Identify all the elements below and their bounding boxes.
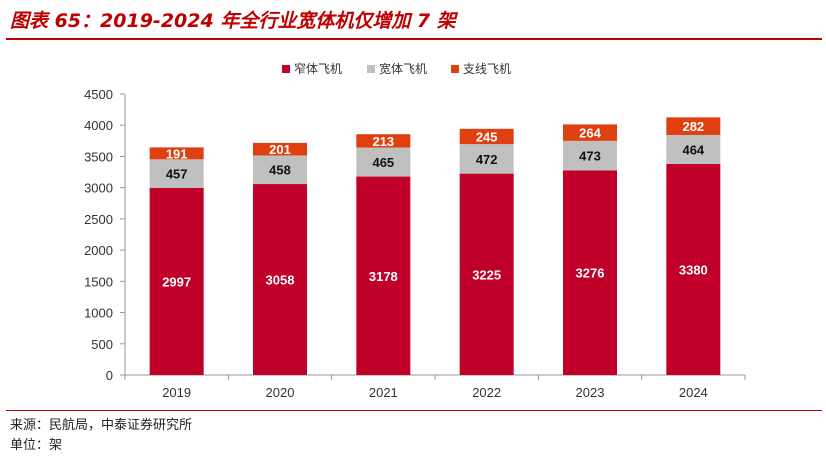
data-label-regional: 245: [476, 129, 498, 144]
y-tick-label: 4000: [84, 118, 113, 133]
y-tick-label: 3500: [84, 149, 113, 164]
y-tick-label: 0: [106, 368, 113, 383]
unit-note: 单位：架: [10, 438, 63, 453]
y-tick-label: 500: [91, 337, 113, 352]
legend-label-regional: 支线飞机: [463, 62, 511, 76]
chart-title: 图表 65：2019-2024 年全行业宽体机仅增加 7 架: [10, 10, 456, 32]
bar-regional-segment: [253, 142, 307, 156]
data-label-narrow: 3058: [266, 273, 295, 288]
legend-label-wide: 宽体飞机: [379, 61, 427, 76]
data-label-wide: 457: [166, 167, 188, 182]
data-label-narrow: 3178: [369, 269, 398, 284]
data-label-narrow: 3225: [472, 267, 501, 282]
y-tick-label: 3000: [84, 181, 113, 196]
y-tick-label: 1500: [84, 274, 113, 289]
y-tick-label: 2000: [84, 243, 113, 258]
data-label-regional: 201: [269, 142, 291, 157]
bar-wide-segment: [563, 140, 617, 171]
bar-wide-segment: [253, 155, 307, 185]
bar-wide-segment: [149, 159, 204, 188]
bar-regional-segment: [666, 117, 721, 135]
bar-narrow-segment: [356, 176, 411, 375]
bar-regional-segment: [459, 128, 514, 145]
bar-regional-segment: [149, 147, 204, 160]
data-label-regional: 191: [166, 146, 188, 161]
legend-swatch-regional: [451, 65, 459, 73]
data-label-wide: 472: [476, 152, 498, 167]
data-label-narrow: 2997: [162, 274, 191, 289]
x-tick-label: 2020: [266, 385, 295, 400]
x-tick-label: 2022: [472, 385, 501, 400]
x-axis: 2019 2020 2021 2022 2023 2024: [124, 374, 746, 400]
bar-narrow-segment: [563, 170, 617, 375]
y-axis: 0 500 1000 1500 2000 2500 3000 3500 4000 4500: [84, 87, 126, 383]
x-tick-label: 2023: [576, 385, 605, 400]
legend-swatch-wide: [367, 65, 375, 73]
y-tick-label: 2500: [84, 212, 113, 227]
stacked-bar-chart: 窄体飞机 宽体飞机 支线飞机 0 500 1000 1500 2000 2500 3000 350…: [84, 61, 746, 400]
source-note: 来源：民航局，中泰证券研究所: [10, 418, 193, 433]
x-tick-label: 2021: [369, 385, 398, 400]
bar-narrow-segment: [253, 184, 307, 375]
bar-narrow-segment: [149, 187, 204, 375]
bar-narrow-segment: [666, 163, 721, 375]
y-tick-label: 4500: [84, 87, 113, 102]
data-label-wide: 464: [682, 142, 704, 157]
bar-regional-segment: [356, 134, 411, 148]
bar-narrow-segment: [459, 173, 514, 375]
data-label-narrow: 3380: [679, 262, 708, 277]
legend: 窄体飞机 宽体飞机 支线飞机: [282, 61, 511, 76]
data-label-regional: 264: [579, 126, 601, 141]
legend-label-narrow: 窄体飞机: [294, 61, 342, 76]
data-label-wide: 458: [269, 163, 291, 178]
legend-swatch-narrow: [282, 65, 290, 73]
x-tick-label: 2019: [162, 385, 191, 400]
title-divider: [6, 38, 822, 40]
data-label-regional: 213: [372, 134, 394, 149]
data-label-regional: 282: [682, 119, 704, 134]
bars: 2997 457 191 3058 458 201 3178 465 213 3225 472 245…: [149, 117, 721, 375]
bar-regional-segment: [563, 124, 617, 141]
data-label-wide: 465: [372, 155, 394, 170]
bar-wide-segment: [459, 144, 514, 174]
bar-wide-segment: [666, 134, 721, 164]
footer-divider: [6, 410, 822, 411]
data-label-wide: 473: [579, 149, 601, 164]
bar-wide-segment: [356, 147, 411, 177]
data-label-narrow: 3276: [576, 266, 605, 281]
x-tick-label: 2024: [679, 385, 708, 400]
y-tick-label: 1000: [84, 306, 113, 321]
